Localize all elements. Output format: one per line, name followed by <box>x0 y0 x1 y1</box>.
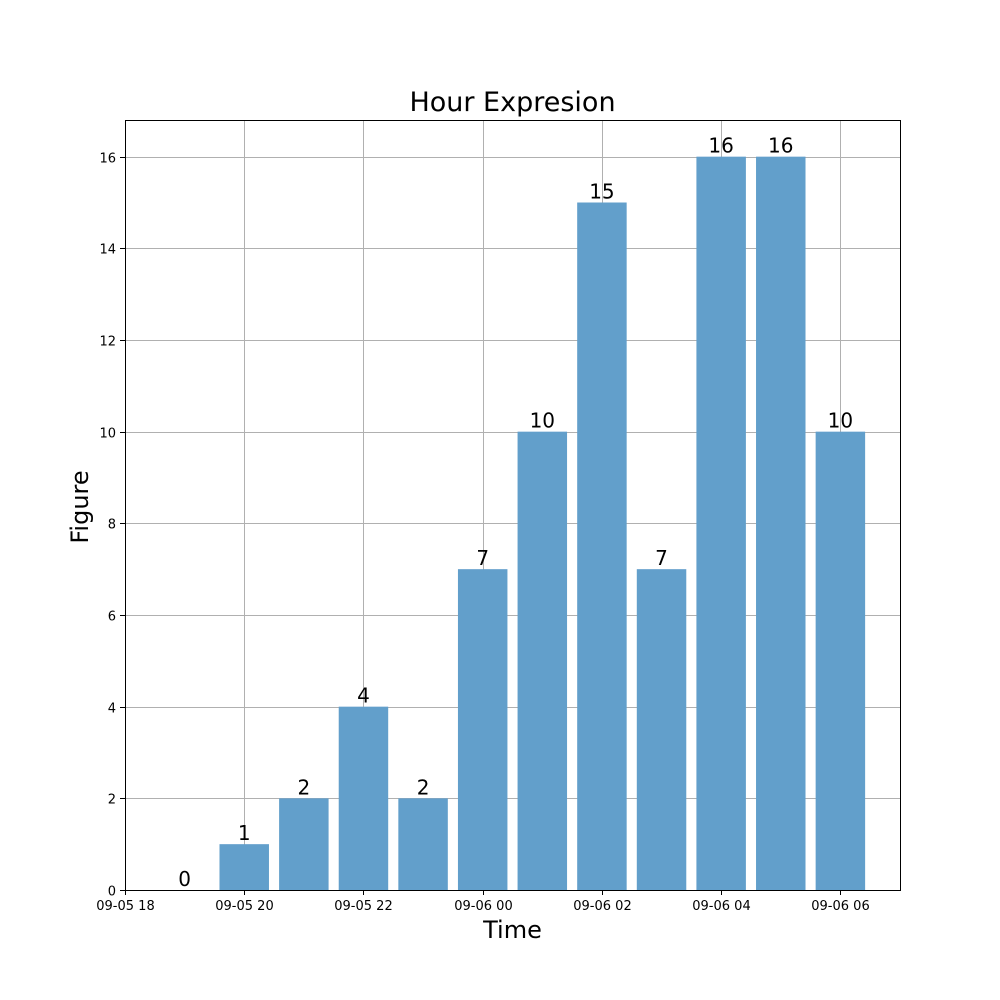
chart-title: Hour Expresion <box>409 87 615 118</box>
x-tick-label: 09-05 22 <box>334 899 392 914</box>
data-labels-layer: 0 1 2 4 2 7 10 15 7 16 16 10 <box>178 134 853 891</box>
bar-value-label: 2 <box>417 775 430 799</box>
bar <box>517 431 568 890</box>
bar-value-label: 0 <box>178 867 191 891</box>
x-axis-label: Time <box>482 916 542 944</box>
bar-value-label: 10 <box>530 409 555 433</box>
bar-value-label: 15 <box>589 180 614 204</box>
y-tick-label: 10 <box>99 427 116 442</box>
bar-value-label: 7 <box>476 546 489 570</box>
bar <box>398 798 448 890</box>
x-tick-label: 09-06 04 <box>692 899 750 914</box>
bar <box>636 569 687 890</box>
bar <box>279 798 329 890</box>
bars-layer <box>219 156 866 890</box>
y-tick-label: 16 <box>99 152 116 167</box>
y-tick-label: 0 <box>108 885 116 900</box>
y-tick-label: 4 <box>108 702 116 717</box>
y-axis-label: Figure <box>66 470 94 543</box>
bar-value-label: 7 <box>655 546 668 570</box>
x-tick-label: 09-06 02 <box>573 899 631 914</box>
y-tick-label: 2 <box>108 793 116 808</box>
x-tick-label: 09-06 00 <box>454 899 512 914</box>
bar-value-label: 4 <box>357 684 370 708</box>
bar <box>577 202 627 890</box>
y-tick-label: 8 <box>108 518 116 533</box>
bar-value-label: 16 <box>768 134 793 158</box>
bar-value-label: 2 <box>297 775 310 799</box>
bar-value-label: 16 <box>708 134 733 158</box>
bar-value-label: 10 <box>828 409 853 433</box>
bar <box>696 156 746 890</box>
bar <box>338 706 389 890</box>
y-tick-label: 12 <box>99 335 116 350</box>
y-tick-label: 6 <box>108 610 116 625</box>
bar <box>815 431 866 890</box>
x-tick-label: 09-05 20 <box>215 899 273 914</box>
plot-frame <box>125 120 901 891</box>
y-tick-label: 14 <box>99 243 116 258</box>
x-tick-label: 09-06 06 <box>811 899 869 914</box>
bar <box>219 844 269 890</box>
bar <box>457 569 508 890</box>
bar <box>756 156 806 890</box>
bar-value-label: 1 <box>238 821 251 845</box>
x-tick-label: 09-05 18 <box>96 899 154 914</box>
